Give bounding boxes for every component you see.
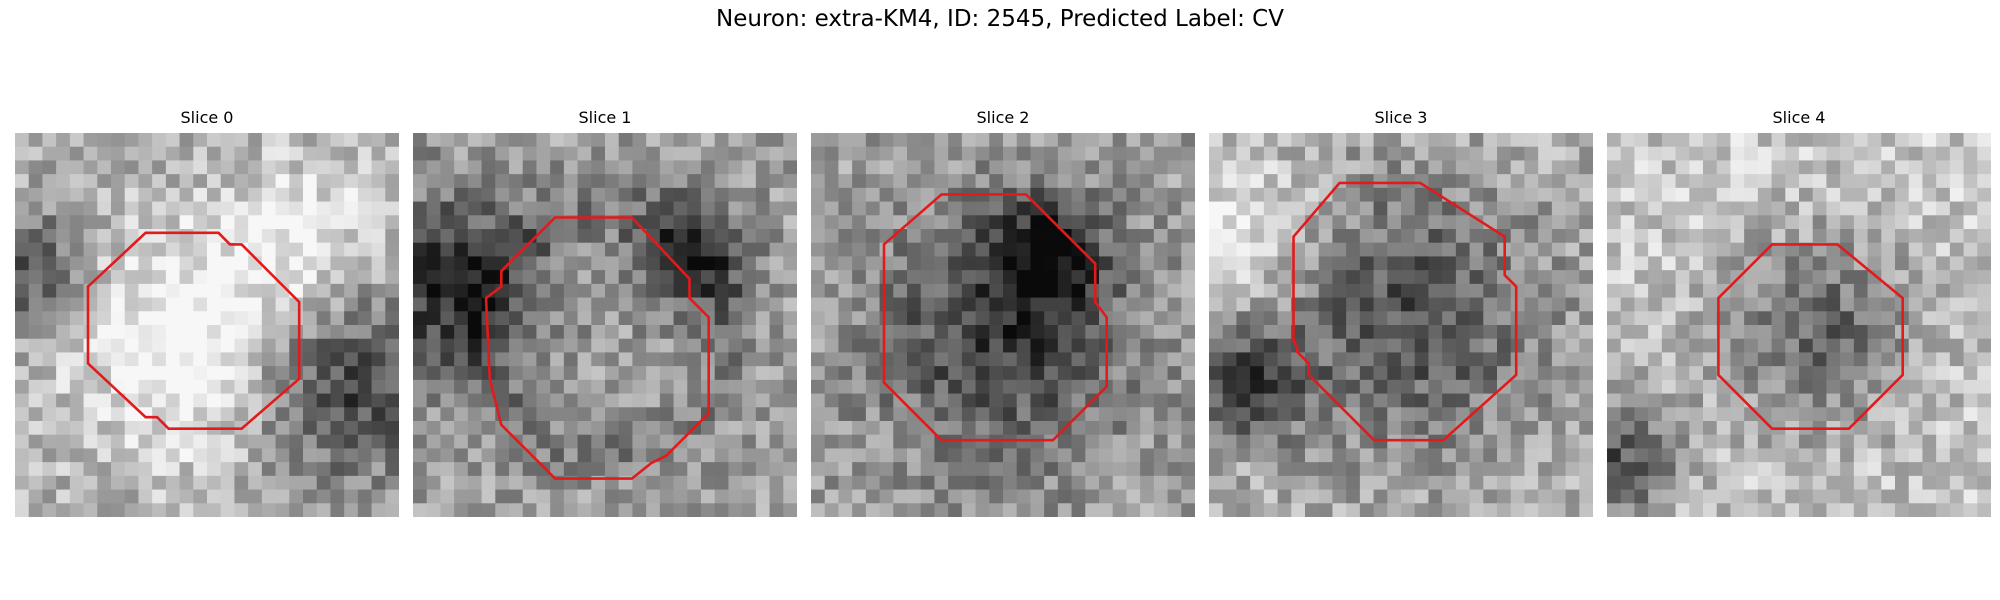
segmentation-contour (86, 231, 301, 431)
segmentation-contour (484, 216, 711, 480)
slice-image (413, 133, 797, 517)
segmentation-contour (1292, 181, 1518, 442)
slice-title: Slice 4 (1772, 108, 1826, 127)
slice-title: Slice 0 (180, 108, 234, 127)
segmentation-contour (882, 193, 1109, 442)
slice-image (15, 133, 399, 517)
slice-title: Slice 2 (976, 108, 1030, 127)
slice-image (1209, 133, 1593, 517)
slice-title: Slice 1 (578, 108, 632, 127)
grayscale-pixels (15, 133, 399, 517)
grayscale-pixels (413, 133, 797, 517)
grayscale-pixels (1607, 133, 1991, 517)
slice-image (811, 133, 1195, 517)
slice-title: Slice 3 (1374, 108, 1428, 127)
grayscale-pixels (811, 133, 1195, 517)
figure-title: Neuron: extra-KM4, ID: 2545, Predicted L… (716, 6, 1284, 32)
slice-image (1607, 133, 1991, 517)
segmentation-contour (1717, 243, 1905, 431)
grayscale-pixels (1209, 133, 1593, 517)
